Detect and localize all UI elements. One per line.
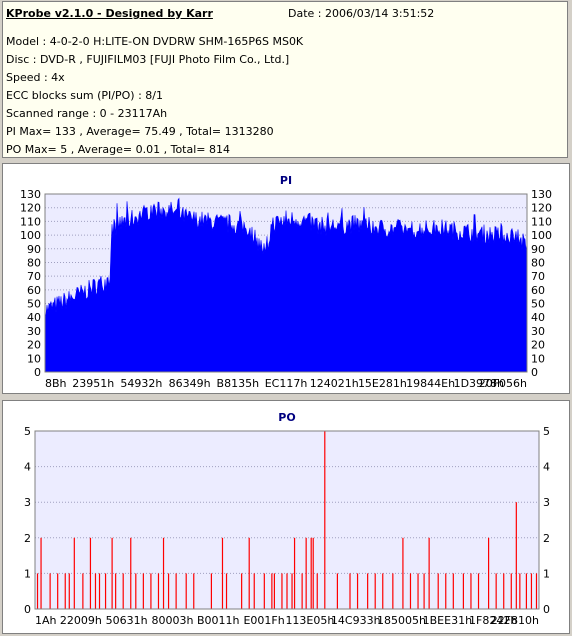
y-tick-left: 10: [27, 352, 41, 365]
y-tick-left: 90: [27, 243, 41, 256]
y-tick-left: 0: [24, 603, 31, 616]
info-panel: KProbe v2.1.0 - Designed by Karr Date : …: [2, 1, 568, 158]
x-tick: 50631h: [106, 614, 148, 627]
y-tick-left: 120: [20, 202, 41, 215]
x-tick: 1D3978h: [454, 377, 504, 390]
y-tick-left: 100: [20, 229, 41, 242]
y-tick-right: 2: [543, 532, 550, 545]
speed-line: Speed : 4x: [6, 71, 65, 84]
y-tick-left: 30: [27, 325, 41, 338]
x-tick: 15E281h: [358, 377, 407, 390]
po-chart-panel: PO 0 0 1 1 2 2 3 3 4 4 5 5 1Ah 22009h 50631h 80003h B0011…: [2, 400, 570, 634]
x-tick: 1F8242h: [469, 614, 517, 627]
x-tick: 1Ah: [35, 614, 57, 627]
y-tick-left: 110: [20, 215, 41, 228]
y-tick-right: 110: [531, 215, 552, 228]
x-tick: 22009h: [60, 614, 102, 627]
y-tick-left: 80: [27, 256, 41, 269]
pi-chart-panel: PI 0 0 10 10 20 20 30 30 40 40 50 50 60 60 70 70 80 80 90 90…: [2, 163, 570, 394]
y-tick-left: 4: [24, 461, 31, 474]
x-tick: EC117h: [265, 377, 308, 390]
x-tick: B0011h: [197, 614, 240, 627]
chart-title: PI: [280, 174, 292, 187]
y-tick-left: 70: [27, 270, 41, 283]
disc-line: Disc : DVD-R , FUJIFILM03 [FUJI Photo Fi…: [6, 53, 290, 66]
chart-title: PO: [278, 411, 295, 424]
y-tick-right: 30: [531, 325, 545, 338]
x-tick: 23951h: [72, 377, 114, 390]
x-tick: 54932h: [120, 377, 162, 390]
ecc-line: ECC blocks sum (PI/PO) : 8/1: [6, 89, 163, 102]
y-tick-left: 40: [27, 311, 41, 324]
y-tick-right: 70: [531, 270, 545, 283]
plot-border: [44, 193, 528, 373]
y-tick-right: 1: [543, 567, 550, 580]
model-line: Model : 4-0-2-0 H:LITE-ON DVDRW SHM-165P…: [6, 35, 304, 48]
pi-stats-line: PI Max= 133 , Average= 75.49 , Total= 13…: [6, 125, 274, 138]
y-tick-left: 130: [20, 188, 41, 201]
x-tick: E001Fh: [243, 614, 284, 627]
po-chart: PO 0 0 1 1 2 2 3 3 4 4 5 5 1Ah 22009h 50631h 80003h B0011…: [24, 411, 550, 627]
x-tick: 8Bh: [45, 377, 67, 390]
x-tick: 1BEE31h: [423, 614, 472, 627]
x-tick: 14C933h: [331, 614, 381, 627]
x-tick: 86349h: [169, 377, 211, 390]
y-tick-right: 5: [543, 425, 550, 438]
y-tick-left: 20: [27, 339, 41, 352]
y-tick-right: 120: [531, 202, 552, 215]
y-tick-right: 0: [531, 366, 538, 379]
y-tick-right: 50: [531, 298, 545, 311]
x-tick: B8135h: [217, 377, 260, 390]
y-tick-left: 3: [24, 496, 31, 509]
y-tick-left: 2: [24, 532, 31, 545]
x-tick: 124021h: [310, 377, 359, 390]
pi-series-area: [44, 197, 528, 373]
y-tick-right: 40: [531, 311, 545, 324]
app-title: KProbe v2.1.0 - Designed by Karr: [6, 7, 213, 20]
x-tick: 20F056h: [479, 377, 527, 390]
x-tick: 185005h: [377, 614, 426, 627]
scan-date: Date : 2006/03/14 3:51:52: [288, 7, 435, 20]
y-tick-left: 5: [24, 425, 31, 438]
y-tick-left: 50: [27, 298, 41, 311]
y-tick-right: 0: [543, 603, 550, 616]
y-tick-left: 0: [34, 366, 41, 379]
y-tick-right: 3: [543, 496, 550, 509]
range-line: Scanned range : 0 - 23117Ah: [6, 107, 168, 120]
y-tick-right: 80: [531, 256, 545, 269]
y-tick-right: 20: [531, 339, 545, 352]
x-tick: 113E05h: [285, 614, 334, 627]
x-tick: 80003h: [151, 614, 193, 627]
y-tick-right: 90: [531, 243, 545, 256]
y-tick-right: 130: [531, 188, 552, 201]
y-tick-right: 10: [531, 352, 545, 365]
x-tick: 19844Eh: [406, 377, 455, 390]
y-tick-left: 60: [27, 284, 41, 297]
y-tick-left: 1: [24, 567, 31, 580]
y-tick-right: 100: [531, 229, 552, 242]
plot-border: [34, 430, 540, 610]
po-stats-line: PO Max= 5 , Average= 0.01 , Total= 814: [6, 143, 230, 156]
y-tick-right: 4: [543, 461, 550, 474]
y-tick-right: 60: [531, 284, 545, 297]
x-tick: 22F810h: [491, 614, 539, 627]
